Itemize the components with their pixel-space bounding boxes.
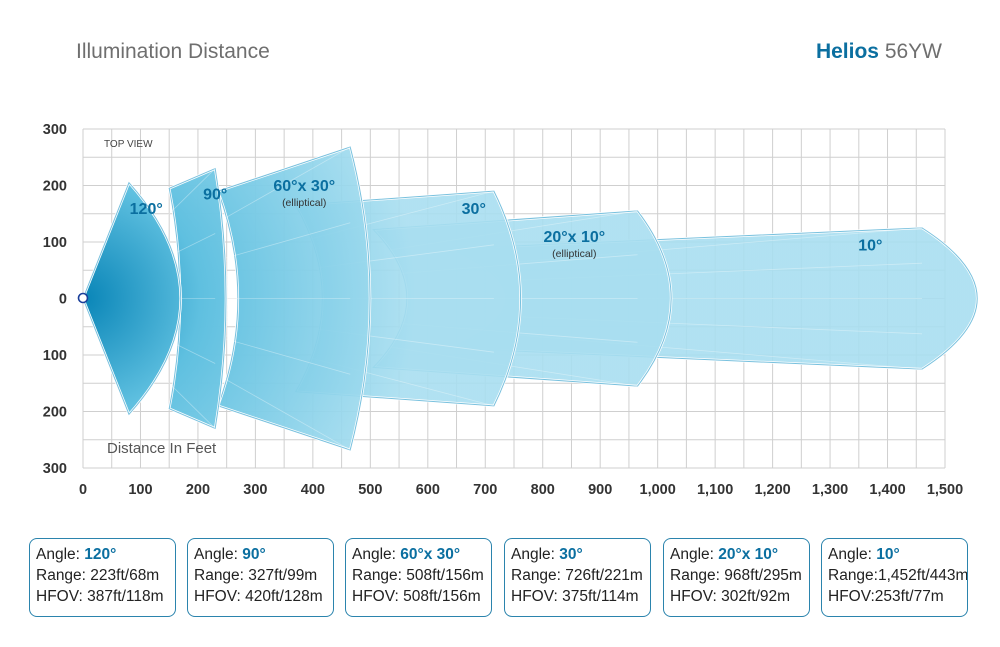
angle-label: Angle: (194, 546, 243, 563)
y-tick-label: 0 (59, 292, 67, 308)
card-hfov: HFOV: 387ft/118m (36, 588, 164, 605)
distance-annotation: Distance In Feet (107, 440, 217, 457)
spec-card: Angle: 90° Range: 327ft/99m HFOV: 420ft/12… (187, 538, 334, 617)
card-angle: Angle: 20°x 10° (670, 544, 809, 565)
beam-label: 90° (203, 187, 227, 204)
angle-label: Angle: (828, 546, 877, 563)
x-tick-label: 1,400 (869, 482, 905, 498)
beam-2 (82, 145, 372, 452)
card-angle: Angle: 30° (511, 544, 650, 565)
angle-value: 10° (876, 546, 900, 563)
card-hfov: HFOV:253ft/77m (828, 588, 944, 605)
card-range: Range: 726ft/221m (511, 567, 643, 584)
x-tick-label: 500 (358, 482, 382, 498)
angle-label: Angle: (352, 546, 401, 563)
y-tick-label: 300 (43, 461, 67, 477)
chart-title: Illumination Distance (76, 40, 270, 63)
origin-marker (77, 292, 89, 304)
beam-label: 30° (462, 201, 486, 218)
x-tick-label: 200 (186, 482, 210, 498)
illumination-chart: 120° 90° 60°x 30° (elliptical) 30° 20°x 10° (e… (43, 122, 979, 498)
card-angle: Angle: 90° (194, 544, 333, 565)
card-hfov: HFOV: 508ft/156m (352, 588, 481, 605)
spec-card: Angle: 120° Range: 223ft/68m HFOV: 387ft/1… (29, 538, 176, 617)
beam-labels: 120° 90° 60°x 30° (elliptical) 30° 20°x 10° (e… (130, 178, 883, 260)
x-tick-label: 0 (79, 482, 87, 498)
angle-value: 20°x 10° (718, 546, 779, 563)
beam-label: 120° (130, 201, 163, 218)
y-tick-label: 100 (43, 348, 67, 364)
beam-note: (elliptical) (282, 197, 326, 209)
x-tick-label: 1,000 (640, 482, 676, 498)
spec-card: Angle: 60°x 30° Range: 508ft/156m HFOV: 50… (345, 538, 492, 617)
card-range: Range: 968ft/295m (670, 567, 802, 584)
beams (81, 145, 979, 452)
x-tick-label: 1,100 (697, 482, 733, 498)
x-tick-label: 300 (243, 482, 267, 498)
x-tick-label: 700 (473, 482, 497, 498)
card-hfov: HFOV: 420ft/128m (194, 588, 323, 605)
beam-outline (168, 167, 227, 430)
angle-value: 90° (242, 546, 266, 563)
x-tick-label: 900 (588, 482, 612, 498)
card-angle: Angle: 120° (36, 544, 175, 565)
beam-note: (elliptical) (552, 248, 596, 260)
card-angle: Angle: 10° (828, 544, 967, 565)
angle-value: 60°x 30° (400, 546, 461, 563)
card-hfov: HFOV: 302ft/92m (670, 588, 791, 605)
spec-card: Angle: 20°x 10° Range: 968ft/295m HFOV: 30… (663, 538, 810, 617)
beam-0 (81, 180, 182, 417)
card-range: Range:1,452ft/443m (828, 567, 968, 584)
card-range: Range: 327ft/99m (194, 567, 318, 584)
spec-card: Angle: 30° Range: 726ft/221m HFOV: 375ft/1… (504, 538, 651, 617)
beam-label: 60°x 30° (273, 178, 335, 195)
x-tick-label: 400 (301, 482, 325, 498)
beam-label: 20°x 10° (543, 229, 605, 246)
beam-outline (82, 181, 182, 416)
card-angle: Angle: 60°x 30° (352, 544, 491, 565)
x-tick-label: 1,200 (754, 482, 790, 498)
angle-value: 30° (559, 546, 583, 563)
x-tick-label: 800 (531, 482, 555, 498)
x-tick-label: 600 (416, 482, 440, 498)
beam-label: 10° (858, 237, 882, 254)
spec-card: Angle: 10° Range:1,452ft/443m HFOV:253ft/7… (821, 538, 968, 617)
y-tick-label: 200 (43, 405, 67, 421)
brand-model: 56YW (884, 40, 942, 63)
angle-label: Angle: (670, 546, 719, 563)
x-tick-label: 100 (128, 482, 152, 498)
card-hfov: HFOV: 375ft/114m (511, 588, 639, 605)
angle-value: 120° (84, 546, 117, 563)
brand-label: Helios 56YW (816, 40, 942, 64)
y-tick-label: 300 (43, 122, 67, 138)
axis-ticks: 0 100 200 300 400 500 600 700 800 900 1,000 1,100 1,… (43, 122, 963, 498)
angle-label: Angle: (36, 546, 85, 563)
card-range: Range: 508ft/156m (352, 567, 484, 584)
y-tick-label: 200 (43, 179, 67, 195)
beam-outline (217, 146, 371, 451)
x-tick-label: 1,300 (812, 482, 848, 498)
top-view-annotation: TOP VIEW (104, 139, 153, 150)
x-tick-label: 1,500 (927, 482, 963, 498)
angle-label: Angle: (511, 546, 560, 563)
brand-name: Helios (815, 40, 879, 63)
card-range: Range: 223ft/68m (36, 567, 160, 584)
y-tick-label: 100 (43, 235, 67, 251)
